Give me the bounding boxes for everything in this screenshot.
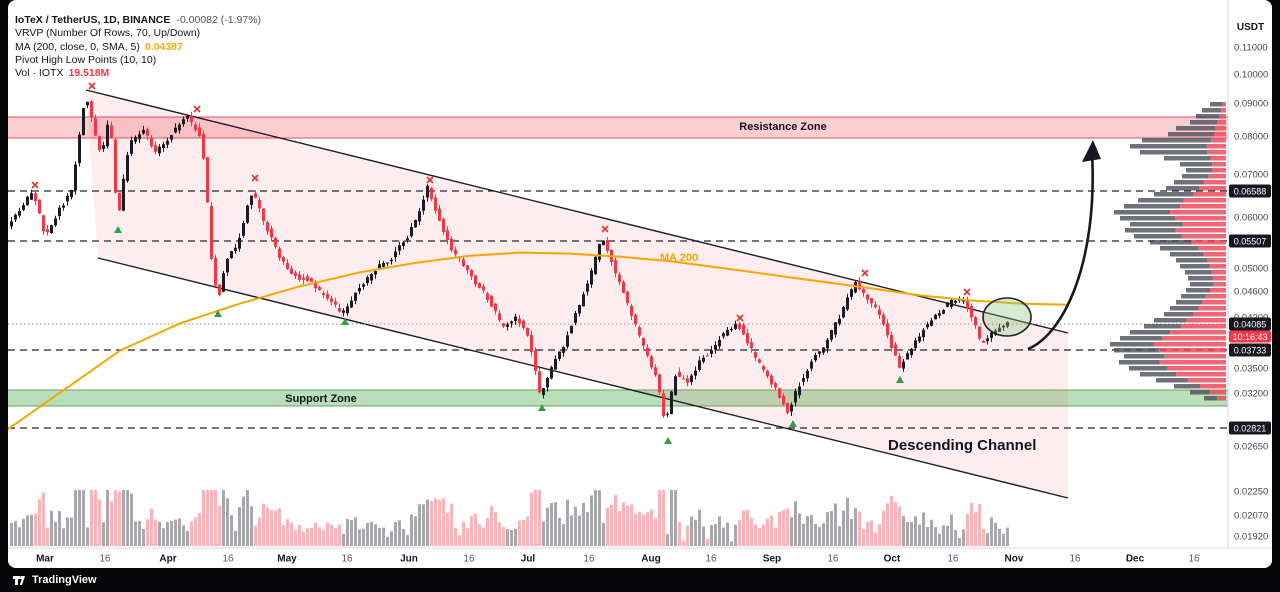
svg-text:0.05000: 0.05000	[1234, 264, 1268, 275]
legend-volume-row[interactable]: Vol · IOTX 19.518M	[15, 67, 261, 80]
svg-text:0.03500: 0.03500	[1234, 364, 1268, 375]
ma-indicator-value: 0.04387	[144, 40, 183, 53]
svg-text:Sep: Sep	[763, 554, 781, 565]
chart-card: 0.11000 0.10000 0.09000 0.08000 0.07000 0.060…	[8, 0, 1272, 568]
resistance-zone	[8, 117, 1228, 138]
svg-text:0.02250: 0.02250	[1234, 487, 1268, 498]
support-zone	[8, 390, 1228, 406]
legend-symbol-row[interactable]: IoTeX / TetherUS, 1D, BINANCE -0.00082 (-…	[15, 14, 261, 27]
support-zone-label: Support Zone	[285, 393, 357, 405]
svg-text:0.02821: 0.02821	[1234, 424, 1267, 434]
svg-text:0.07000: 0.07000	[1234, 170, 1268, 181]
pivot-indicator-label: Pivot High Low Points (10, 10)	[15, 53, 157, 66]
legend-pivot-row[interactable]: Pivot High Low Points (10, 10)	[15, 54, 261, 67]
volume-layer	[10, 490, 1009, 546]
svg-text:Dec: Dec	[1126, 554, 1145, 565]
svg-text:16: 16	[705, 554, 717, 565]
vrvp-layer	[1110, 102, 1226, 401]
svg-text:0.04600: 0.04600	[1234, 287, 1268, 298]
svg-text:16: 16	[1069, 554, 1081, 565]
time-axis[interactable]: Mar 16 Apr 16 May 16 Jun 16 Jul 16 Aug 16 Sep 16 Oct 16…	[8, 547, 1272, 568]
svg-text:Nov: Nov	[1005, 554, 1024, 565]
ma-indicator-label: MA (200, close, 0, SMA, 5)	[15, 40, 140, 53]
legend-ma-row[interactable]: MA (200, close, 0, SMA, 5) 0.04387	[15, 41, 261, 54]
svg-text:16: 16	[463, 554, 475, 565]
descending-channel-label: Descending Channel	[888, 437, 1037, 454]
tradingview-logo-text: TradingView	[32, 574, 97, 586]
svg-text:0.03733: 0.03733	[1234, 346, 1267, 356]
svg-text:0.01920: 0.01920	[1234, 532, 1268, 543]
price-change: -0.00082 (-1.97%)	[176, 14, 262, 26]
ma200-curve-label: MA 200	[660, 252, 699, 264]
svg-text:May: May	[277, 554, 297, 565]
svg-text:0.03200: 0.03200	[1234, 389, 1268, 400]
svg-text:16: 16	[341, 554, 353, 565]
svg-text:Jun: Jun	[400, 554, 418, 565]
svg-text:16: 16	[1188, 554, 1200, 565]
levels-layer	[8, 190, 1228, 429]
ma-layer	[8, 251, 1069, 431]
tradingview-logo-icon	[13, 576, 25, 585]
resistance-zone-label: Resistance Zone	[739, 121, 827, 133]
svg-text:0.11000: 0.11000	[1234, 43, 1268, 54]
svg-text:0.02070: 0.02070	[1234, 511, 1268, 522]
zones-layer	[8, 116, 1228, 407]
svg-text:16: 16	[947, 554, 959, 565]
legend-vrvp-row[interactable]: VRVP (Number Of Rows, 70, Up/Down)	[15, 27, 261, 40]
svg-text:0.06000: 0.06000	[1234, 213, 1268, 224]
markers-layer	[31, 82, 971, 444]
highlight-layer	[982, 140, 1101, 351]
svg-text:16: 16	[222, 554, 234, 565]
svg-text:Mar: Mar	[36, 554, 54, 565]
svg-text:Aug: Aug	[641, 554, 660, 565]
svg-text:16: 16	[827, 554, 839, 565]
volume-indicator-label: Vol · IOTX	[15, 67, 64, 80]
svg-text:16: 16	[99, 554, 111, 565]
svg-text:0.02650: 0.02650	[1234, 442, 1268, 453]
svg-text:0.09000: 0.09000	[1234, 99, 1268, 110]
candles-layer	[10, 100, 1009, 418]
chart-canvas[interactable]: 0.11000 0.10000 0.09000 0.08000 0.07000 0.060…	[8, 0, 1272, 568]
price-axis[interactable]: 0.11000 0.10000 0.09000 0.08000 0.07000 0.060…	[1227, 0, 1272, 568]
svg-text:16: 16	[583, 554, 595, 565]
svg-text:Oct: Oct	[884, 554, 901, 565]
svg-text:0.04085: 0.04085	[1234, 320, 1267, 330]
svg-text:0.08000: 0.08000	[1234, 132, 1268, 143]
svg-text:10:16:43: 10:16:43	[1232, 332, 1267, 342]
svg-text:Apr: Apr	[159, 554, 176, 565]
svg-text:Jul: Jul	[521, 554, 536, 565]
vrvp-indicator-label: VRVP (Number Of Rows, 70, Up/Down)	[15, 27, 201, 40]
legend: IoTeX / TetherUS, 1D, BINANCE -0.00082 (-…	[15, 14, 261, 80]
svg-text:0.10000: 0.10000	[1234, 70, 1268, 81]
volume-indicator-value: 19.518M	[68, 67, 110, 80]
bottom-bar: TradingView	[0, 568, 1280, 592]
price-axis-currency[interactable]: USDT	[1236, 22, 1265, 33]
svg-text:0.06588: 0.06588	[1234, 187, 1267, 197]
svg-text:0.05507: 0.05507	[1234, 237, 1267, 247]
tradingview-logo[interactable]: TradingView	[12, 573, 97, 587]
symbol-title: IoTeX / TetherUS, 1D, BINANCE	[15, 14, 171, 26]
